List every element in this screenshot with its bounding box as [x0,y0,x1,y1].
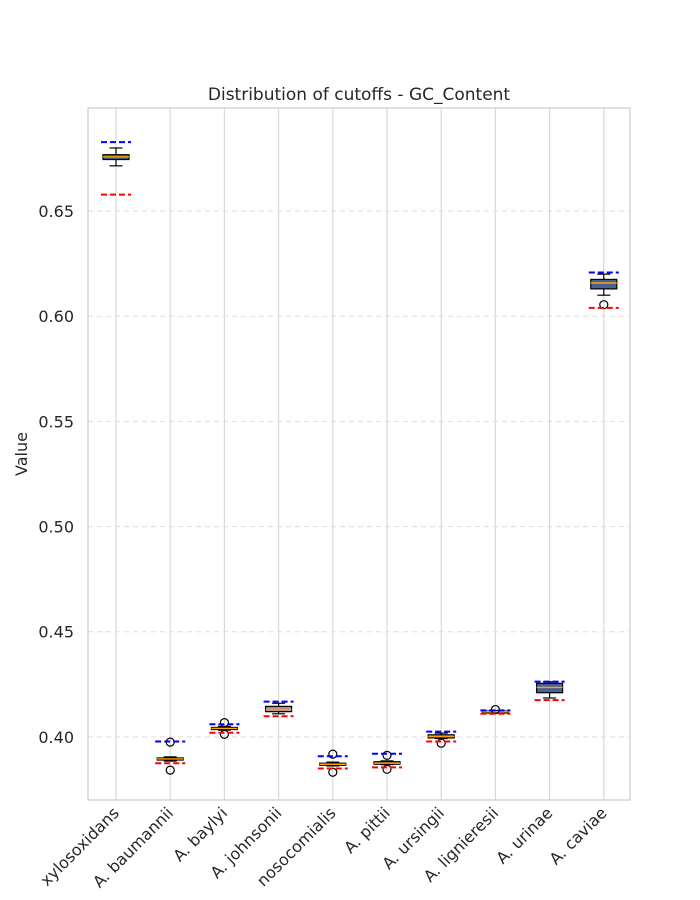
box-9 [535,681,564,699]
box-6 [373,750,401,774]
y-tick-label: 0.55 [38,412,74,431]
y-tick-label: 0.40 [38,728,74,747]
x-tick-label: A. urinae [492,803,556,867]
cutoff-lines [101,141,619,770]
box-5 [319,749,347,777]
outlier-point [382,764,392,774]
box-4 [265,702,293,715]
outlier-point [165,765,175,775]
box-10 [590,273,618,310]
chart-title: Distribution of cutoffs - GC_Content [208,85,511,105]
outlier-point [328,749,338,759]
y-tick-label: 0.50 [38,518,74,537]
outlier-point [219,729,229,739]
y-tick-label: 0.45 [38,623,74,642]
outlier-point [382,750,392,761]
plot-frame [87,107,631,801]
x-tick-label: A. pittii [340,803,394,857]
box-plot-series [102,147,618,777]
box-1 [102,147,130,167]
y-tick-label: 0.65 [38,202,74,221]
grid-lines [88,108,630,800]
outlier-point [219,717,229,728]
box-iqr [590,278,618,290]
y-tick-label: 0.60 [38,307,74,326]
x-tick-label: A. caviae [546,803,611,868]
box-3 [210,717,238,739]
outlier-point [436,738,446,748]
box-7 [427,732,455,748]
y-axis-label: Value [12,432,31,476]
y-tick-labels: 0.40 0.45 0.50 0.55 0.60 0.65 [38,202,74,747]
